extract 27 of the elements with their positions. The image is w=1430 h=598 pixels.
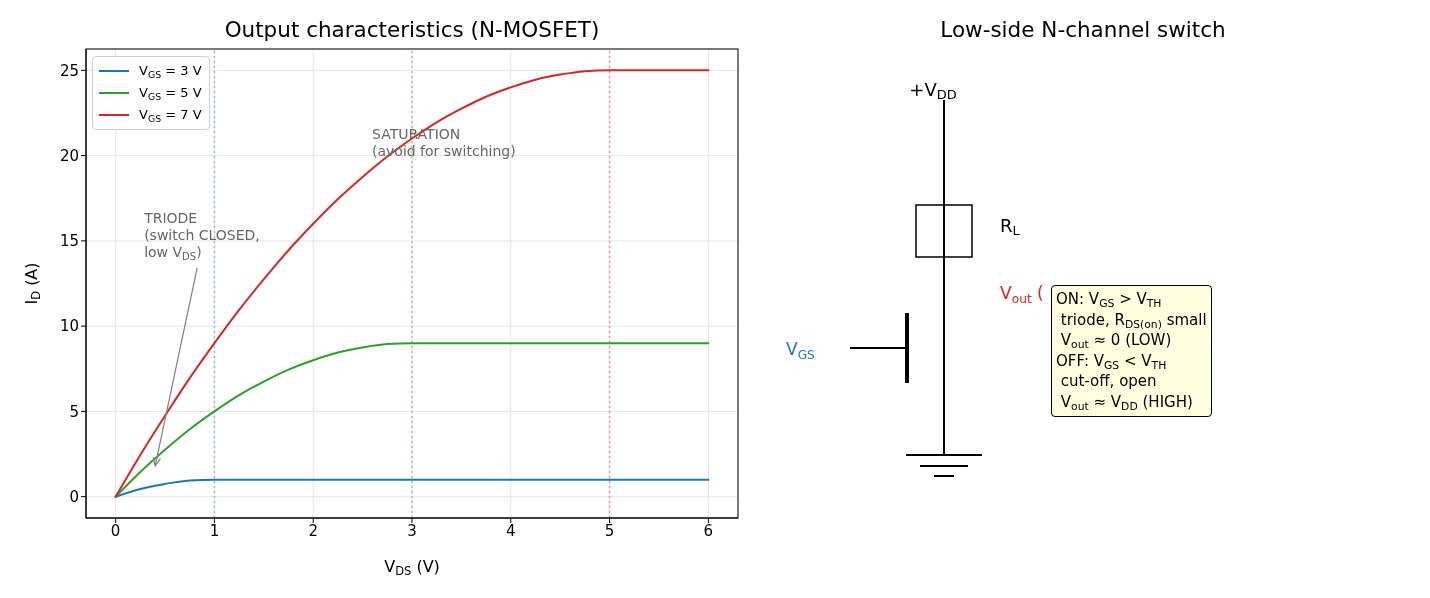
text: Low-side N-channel switch [940, 17, 1226, 42]
y-tick-label: 0 [69, 488, 79, 507]
x-tick-label: 2 [308, 521, 318, 540]
text: R$_{L}$ [1000, 214, 1020, 239]
x-tick-label: 5 [604, 521, 615, 540]
x-axis-title: V$_{DS}$ (V) [384, 557, 440, 578]
text: +V$_{DD}$ [909, 78, 957, 103]
y-tick-label: 5 [69, 402, 79, 421]
x-tick-label: 3 [407, 521, 417, 540]
line-series [114, 342, 710, 498]
text: ON: V$_{GS}$ > V$_{TH}$ triode, R$_{DS(on)}$ small V$_{out}$ ≈ 0 (LOW) OFF: V$_{GS}$ < V$_{TH}$ cut-off, open V$_{out}$ ≈ V$_{DD}$ (HIGH) [1056, 290, 1207, 413]
y-tick-label: 10 [59, 317, 79, 336]
line-series [114, 478, 710, 498]
x-tick-label: 1 [209, 521, 220, 540]
text: V$_{GS}$ [786, 339, 815, 362]
annotation: TRIODE (switch CLOSED, low V$_{DS}$) [143, 209, 260, 262]
y-tick-label: 25 [59, 61, 79, 80]
legend-label: V$_{GS}$ = 7 V [139, 106, 202, 126]
text: V$_{out}$ ( [1000, 283, 1044, 306]
chart-title: Output characteristics (N-MOSFET) [224, 17, 600, 42]
legend-label: V$_{GS}$ = 5 V [139, 84, 202, 104]
x-tick-label: 0 [110, 521, 121, 540]
y-tick-label: 20 [59, 146, 79, 165]
x-tick-label: 6 [703, 521, 714, 540]
x-tick-label: 4 [506, 521, 516, 540]
y-tick-label: 15 [59, 232, 79, 251]
legend-label: V$_{GS}$ = 3 V [139, 62, 202, 82]
